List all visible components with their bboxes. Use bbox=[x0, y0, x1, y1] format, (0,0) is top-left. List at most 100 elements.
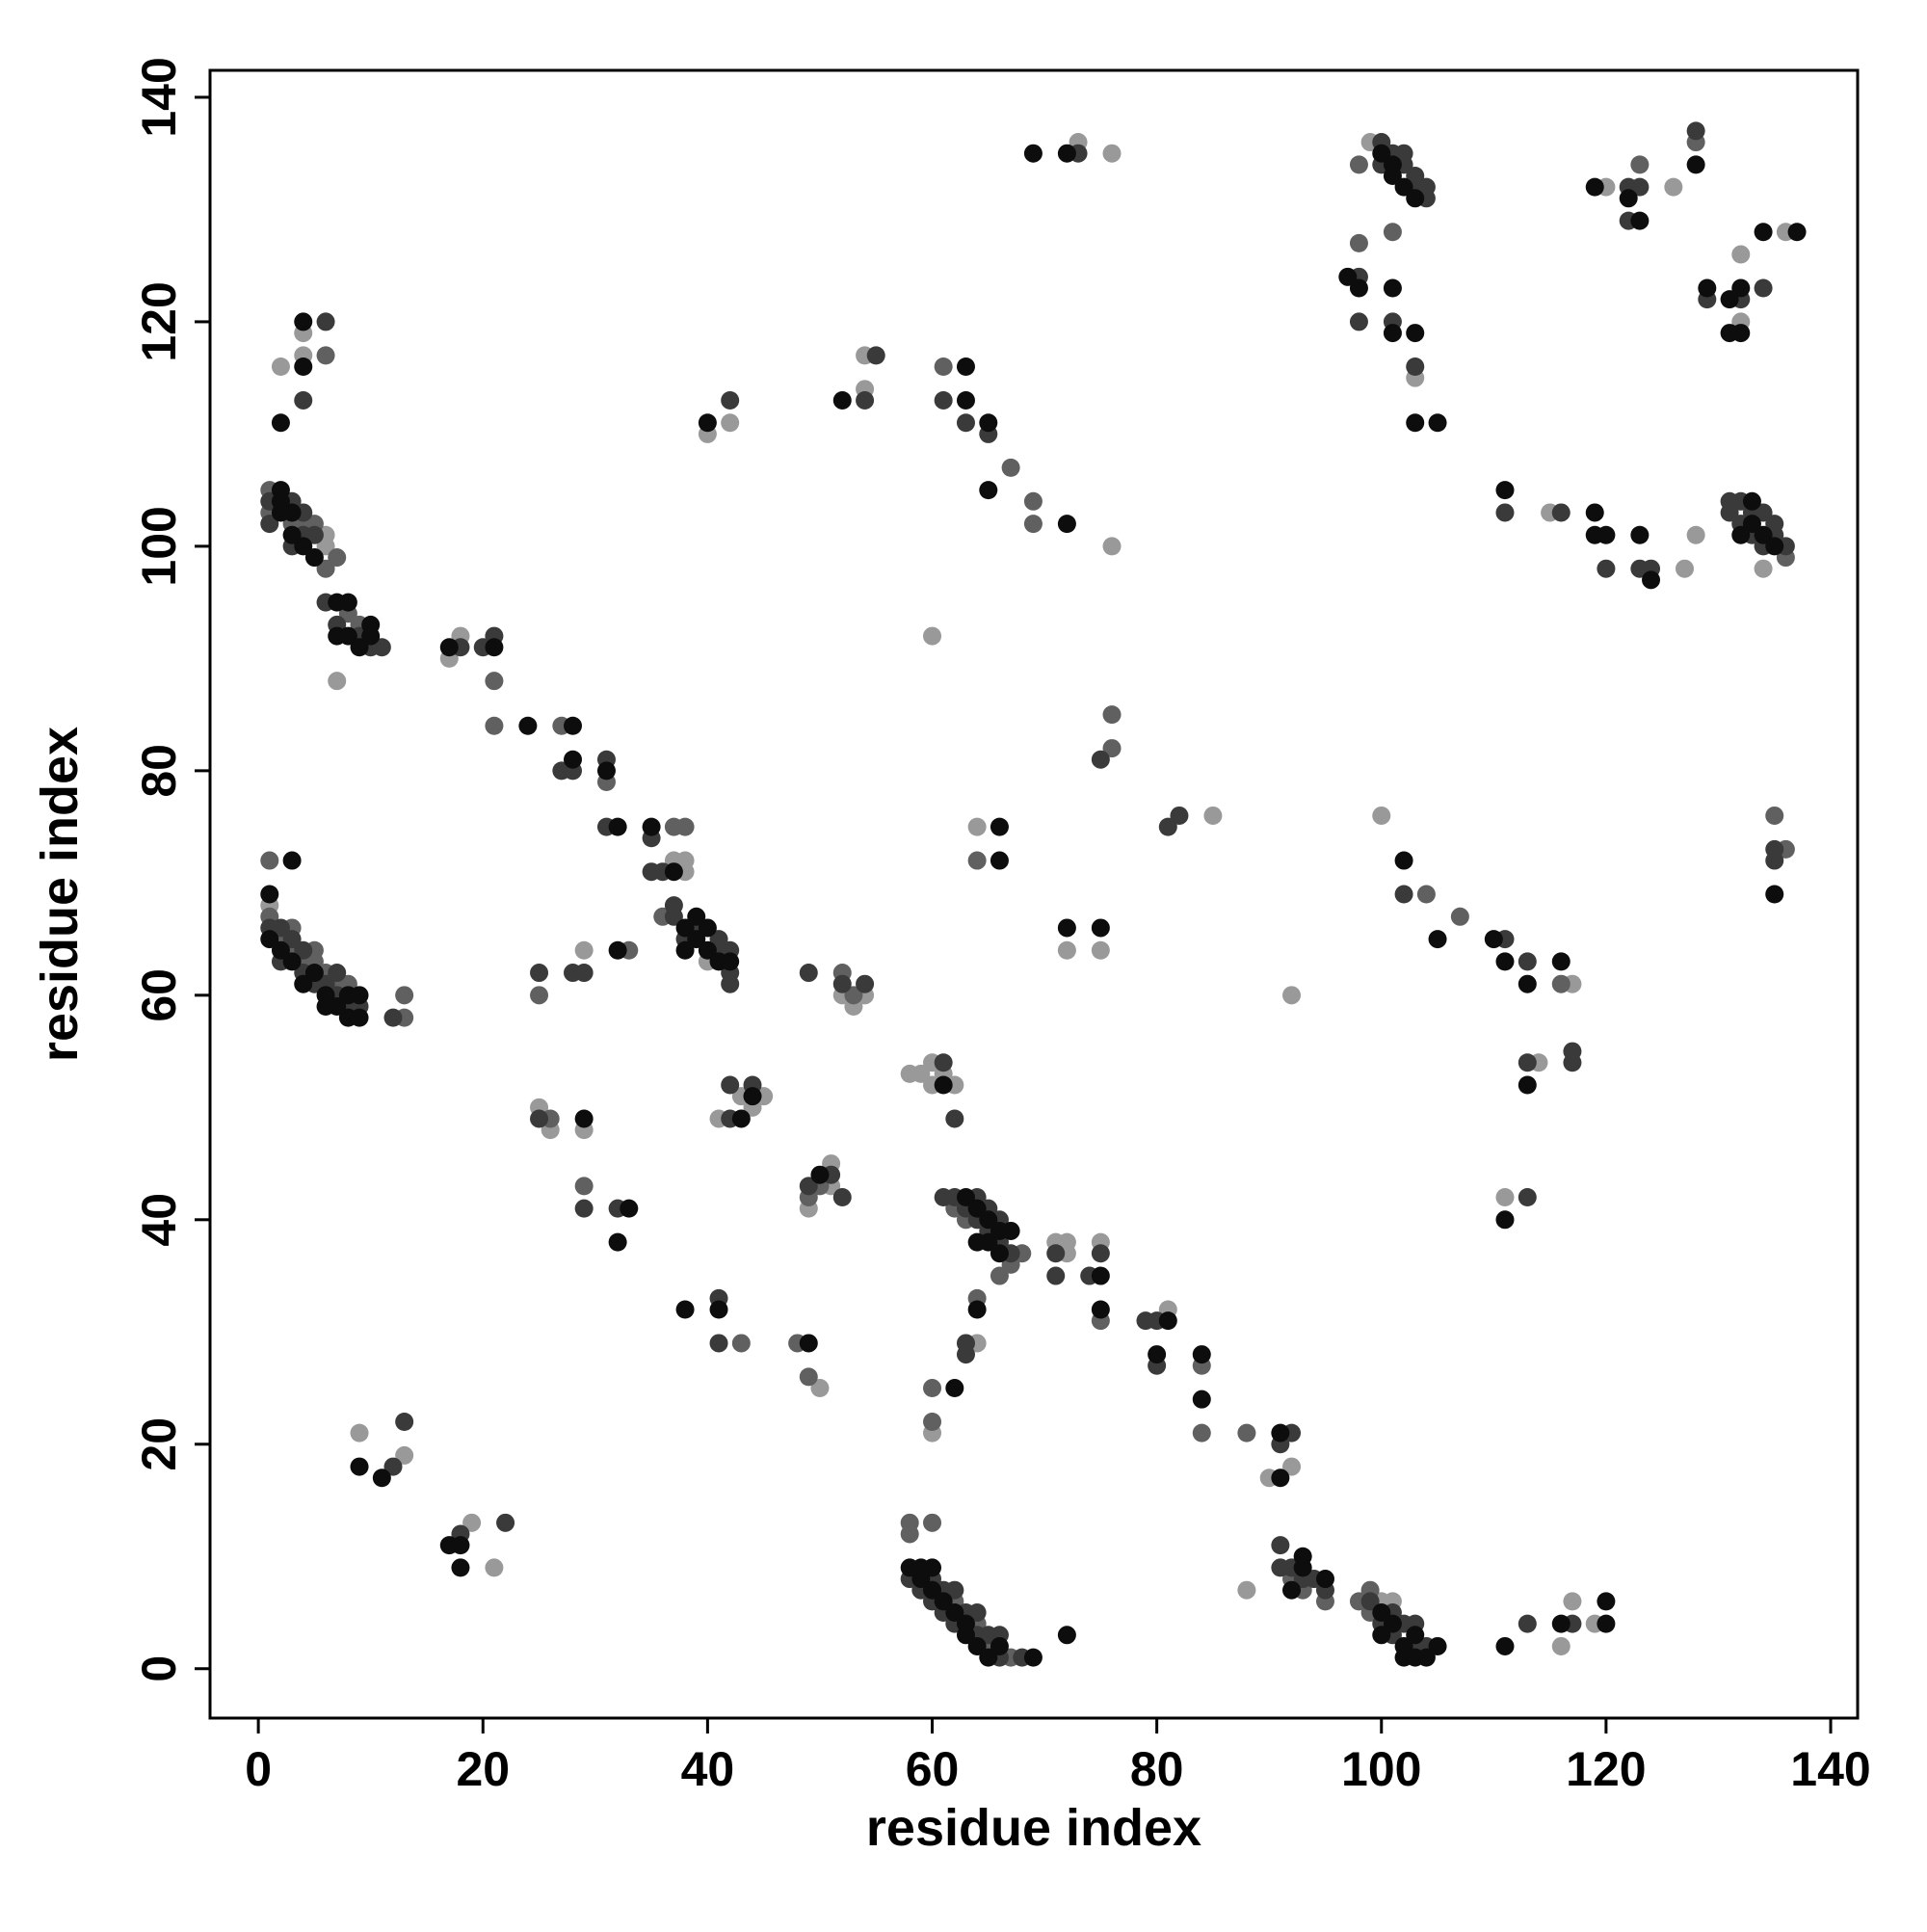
point bbox=[294, 940, 313, 960]
point bbox=[1765, 851, 1784, 870]
point bbox=[1642, 570, 1661, 590]
point bbox=[1450, 907, 1469, 926]
point bbox=[1585, 177, 1604, 197]
point bbox=[967, 1603, 987, 1623]
point bbox=[967, 1199, 987, 1218]
point bbox=[1495, 481, 1515, 500]
point bbox=[350, 986, 369, 1005]
point bbox=[721, 974, 740, 993]
point bbox=[832, 390, 852, 410]
point bbox=[316, 312, 335, 331]
point bbox=[1495, 503, 1515, 522]
point bbox=[1091, 1244, 1110, 1263]
point bbox=[328, 548, 347, 568]
point bbox=[282, 503, 302, 522]
point bbox=[967, 1636, 987, 1655]
y-tick-label: 0 bbox=[132, 1655, 186, 1682]
point bbox=[350, 1008, 369, 1027]
point bbox=[316, 346, 335, 365]
point bbox=[1237, 1580, 1256, 1600]
point bbox=[1754, 503, 1773, 522]
point bbox=[620, 1199, 639, 1218]
point bbox=[1372, 1626, 1391, 1645]
point bbox=[967, 1300, 987, 1319]
point bbox=[1091, 940, 1110, 960]
point bbox=[1158, 1311, 1177, 1331]
point bbox=[1563, 1053, 1582, 1072]
point bbox=[687, 930, 706, 949]
point bbox=[1148, 1345, 1167, 1364]
point bbox=[1597, 1592, 1616, 1611]
point bbox=[1754, 559, 1773, 578]
point bbox=[1720, 503, 1739, 522]
point bbox=[485, 638, 504, 657]
point bbox=[1585, 503, 1604, 522]
point bbox=[1338, 267, 1358, 286]
y-tick-label: 60 bbox=[132, 968, 186, 1022]
point bbox=[518, 716, 538, 735]
point bbox=[1731, 525, 1751, 544]
point bbox=[1597, 559, 1616, 578]
point bbox=[1731, 278, 1751, 298]
y-tick-label: 40 bbox=[132, 1193, 186, 1247]
point bbox=[934, 1075, 953, 1095]
point bbox=[1406, 324, 1425, 343]
point bbox=[596, 761, 616, 781]
point bbox=[1091, 750, 1110, 769]
point bbox=[923, 1379, 942, 1398]
point bbox=[709, 930, 728, 949]
point bbox=[1630, 525, 1650, 544]
point bbox=[979, 1210, 998, 1230]
point bbox=[439, 1536, 459, 1555]
point bbox=[1585, 525, 1604, 544]
point bbox=[294, 357, 313, 377]
y-axis-label: residue index bbox=[31, 727, 89, 1062]
point bbox=[1282, 1580, 1302, 1600]
point bbox=[990, 817, 1009, 836]
point bbox=[1383, 166, 1402, 185]
point bbox=[1406, 357, 1425, 377]
point bbox=[350, 1457, 369, 1476]
point bbox=[1495, 952, 1515, 971]
point bbox=[911, 1570, 931, 1589]
plot-frame bbox=[208, 68, 1860, 1720]
point bbox=[485, 672, 504, 691]
point bbox=[979, 413, 998, 433]
point bbox=[856, 390, 875, 410]
point bbox=[1102, 537, 1122, 556]
point bbox=[462, 1513, 482, 1532]
point bbox=[866, 346, 885, 365]
point bbox=[1383, 324, 1402, 343]
y-tick-label: 140 bbox=[132, 57, 186, 137]
point bbox=[810, 1165, 830, 1184]
point bbox=[1742, 515, 1761, 534]
point bbox=[530, 1109, 549, 1128]
point bbox=[709, 1300, 728, 1319]
point bbox=[383, 1457, 403, 1476]
point bbox=[496, 1513, 515, 1532]
point bbox=[328, 672, 347, 691]
point bbox=[1315, 1570, 1334, 1589]
point bbox=[439, 638, 459, 657]
point bbox=[923, 1513, 942, 1532]
point bbox=[1686, 121, 1705, 141]
point bbox=[372, 1469, 391, 1488]
point bbox=[485, 1558, 504, 1577]
point bbox=[574, 964, 594, 983]
point bbox=[1765, 885, 1784, 904]
x-tick-label: 140 bbox=[1790, 1742, 1870, 1796]
point bbox=[1158, 817, 1177, 836]
point bbox=[990, 1244, 1009, 1263]
point bbox=[1271, 1423, 1290, 1442]
point bbox=[1416, 885, 1436, 904]
point bbox=[1237, 1423, 1256, 1442]
point bbox=[530, 964, 549, 983]
point bbox=[1765, 806, 1784, 825]
point bbox=[1001, 458, 1020, 477]
point bbox=[698, 918, 717, 938]
x-axis-label: residue index bbox=[866, 1799, 1201, 1857]
point bbox=[1787, 223, 1807, 242]
point bbox=[1023, 515, 1043, 534]
point bbox=[271, 940, 290, 960]
